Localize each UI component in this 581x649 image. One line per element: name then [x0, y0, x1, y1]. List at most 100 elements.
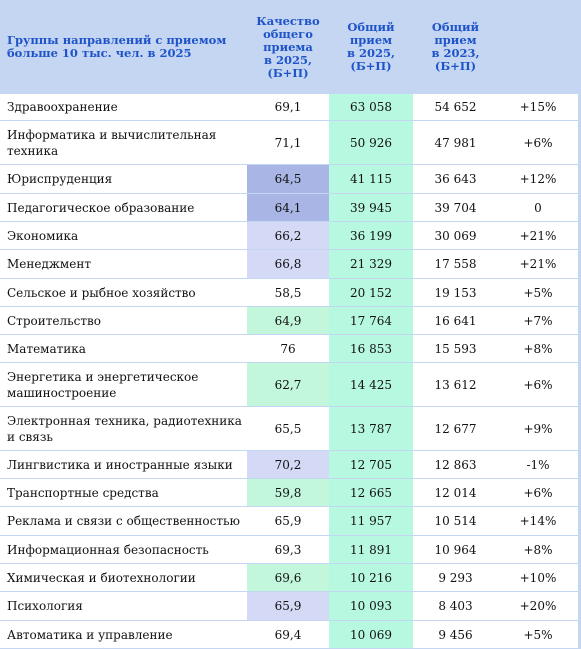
- quality-cell: 65,9: [247, 592, 329, 620]
- quality-cell: 69,4: [274, 627, 302, 642]
- admission-2023-cell: 30 069: [434, 228, 477, 243]
- direction-group-name: Лингвистика и иностранные языки: [7, 457, 233, 472]
- direction-group-name: Психология: [7, 599, 83, 613]
- direction-group-name: Юриспруденция: [7, 172, 113, 186]
- quality-cell: 69,3: [274, 542, 302, 557]
- change-cell: +21%: [519, 257, 557, 271]
- table-row: Педагогическое образование 64,1 39 945 39 7…: [0, 194, 581, 222]
- admission-2023-cell: 17 558: [434, 257, 477, 271]
- direction-group-name: Электронная техника, радиотехника и связ…: [7, 413, 242, 444]
- admission-2025-cell: 36 199: [329, 222, 413, 249]
- header-quality-2025: Качество общего приема в 2025, (Б+П): [256, 13, 320, 80]
- direction-group-name: Энергетика и энергетическое машиностроен…: [7, 369, 199, 400]
- header-admission-2025: Общий прием в 2025, (Б+П): [346, 20, 395, 73]
- table-row: Экономика 66,2 36 199 30 069 +21%: [0, 222, 581, 250]
- change-cell: +6%: [523, 135, 553, 150]
- change-cell: +5%: [523, 285, 553, 300]
- header-admission-2023: Общий прием в 2023, (Б+П): [431, 20, 480, 73]
- direction-group-name: Реклама и связи с общественностью: [7, 514, 240, 528]
- direction-group-name: Педагогическое образование: [7, 200, 195, 215]
- quality-cell: 62,7: [247, 363, 329, 406]
- admission-2025-cell: 13 787: [329, 407, 413, 450]
- direction-group-name: Здравоохранение: [7, 100, 118, 114]
- direction-group-name: Информационная безопасность: [7, 542, 209, 557]
- change-cell: +15%: [519, 100, 557, 114]
- table-row: Лингвистика и иностранные языки 70,2 12 70…: [0, 451, 581, 479]
- admission-2023-cell: 10 964: [434, 542, 477, 557]
- change-cell: +14%: [519, 514, 557, 528]
- change-cell: +5%: [523, 627, 553, 642]
- change-cell: +8%: [523, 341, 553, 356]
- table-header: Группы направлений с приемом больше 10 т…: [0, 0, 581, 94]
- table-row: Здравоохранение 69,1 63 058 54 652 +15%: [0, 94, 581, 121]
- admission-2023-cell: 13 612: [434, 377, 477, 392]
- header-change: [498, 0, 578, 94]
- change-cell: +9%: [523, 421, 553, 436]
- quality-cell: 69,1: [274, 100, 302, 114]
- change-cell: +8%: [523, 542, 553, 557]
- admission-2025-cell: 10 093: [329, 592, 413, 620]
- admission-2023-cell: 12 014: [434, 485, 477, 500]
- admission-2025-cell: 39 945: [329, 194, 413, 221]
- quality-cell: 70,2: [247, 451, 329, 478]
- admission-2025-cell: 21 329: [329, 250, 413, 278]
- quality-cell: 59,8: [247, 479, 329, 506]
- change-cell: +10%: [519, 570, 557, 585]
- admission-2025-cell: 11 891: [329, 536, 413, 563]
- table-row: Химическая и биотехнологии 69,6 10 216 9 29…: [0, 564, 581, 592]
- quality-cell: 64,5: [247, 165, 329, 193]
- direction-group-name: Транспортные средства: [7, 485, 159, 500]
- quality-cell: 64,1: [247, 194, 329, 221]
- admission-2023-cell: 47 981: [434, 135, 477, 150]
- change-cell: +6%: [523, 377, 553, 392]
- direction-group-name: Автоматика и управление: [7, 627, 173, 642]
- quality-cell: 66,2: [247, 222, 329, 249]
- table-row: Строительство 64,9 17 764 16 641 +7%: [0, 307, 581, 335]
- admission-2025-cell: 50 926: [329, 121, 413, 164]
- admission-2025-cell: 14 425: [329, 363, 413, 406]
- table-row: Информатика и вычислительная техника 71,1…: [0, 121, 581, 165]
- direction-group-name: Математика: [7, 341, 86, 356]
- table-row: Юриспруденция 64,5 41 115 36 643 +12%: [0, 165, 581, 194]
- admission-2025-cell: 12 665: [329, 479, 413, 506]
- table-row: Реклама и связи с общественностью 65,9 11 …: [0, 507, 581, 536]
- admission-2023-cell: 19 153: [434, 285, 477, 300]
- admission-2025-cell: 10 216: [329, 564, 413, 591]
- header-directions-group: Группы направлений с приемом больше 10 т…: [7, 33, 227, 60]
- admission-2023-cell: 9 293: [438, 570, 473, 585]
- change-cell: -1%: [526, 457, 550, 472]
- change-cell: +7%: [523, 313, 553, 328]
- admission-2025-cell: 12 705: [329, 451, 413, 478]
- change-cell: +12%: [519, 172, 557, 186]
- quality-cell: 66,8: [247, 250, 329, 278]
- quality-cell: 65,9: [274, 514, 302, 528]
- admission-2025-cell: 63 058: [329, 94, 413, 120]
- table-row: Информационная безопасность 69,3 11 891 10 …: [0, 536, 581, 564]
- change-cell: +20%: [519, 599, 557, 613]
- admission-2023-cell: 10 514: [434, 514, 477, 528]
- admission-2025-cell: 17 764: [329, 307, 413, 334]
- table-row: Электронная техника, радиотехника и связ…: [0, 407, 581, 451]
- direction-group-name: Экономика: [7, 228, 79, 243]
- admission-2023-cell: 12 863: [434, 457, 477, 472]
- quality-cell: 76: [280, 341, 296, 356]
- quality-cell: 58,5: [274, 285, 302, 300]
- table-row: Автоматика и управление 69,4 10 069 9 456 +5…: [0, 621, 581, 649]
- direction-group-name: Строительство: [7, 313, 101, 328]
- quality-cell: 71,1: [274, 135, 302, 150]
- table-row: Энергетика и энергетическое машиностроен…: [0, 363, 581, 407]
- quality-cell: 65,5: [274, 421, 302, 436]
- admission-2025-cell: 20 152: [329, 279, 413, 306]
- admission-2025-cell: 10 069: [329, 621, 413, 648]
- quality-cell: 69,6: [247, 564, 329, 591]
- admission-2023-cell: 15 593: [434, 341, 477, 356]
- direction-group-name: Химическая и биотехнологии: [7, 570, 196, 585]
- admission-2025-cell: 11 957: [329, 507, 413, 535]
- admission-2025-cell: 41 115: [329, 165, 413, 193]
- admission-2023-cell: 39 704: [434, 200, 477, 215]
- table-row: Менеджмент 66,8 21 329 17 558 +21%: [0, 250, 581, 279]
- direction-group-name: Менеджмент: [7, 257, 91, 271]
- admission-2023-cell: 9 456: [438, 627, 473, 642]
- table-row: Психология 65,9 10 093 8 403 +20%: [0, 592, 581, 621]
